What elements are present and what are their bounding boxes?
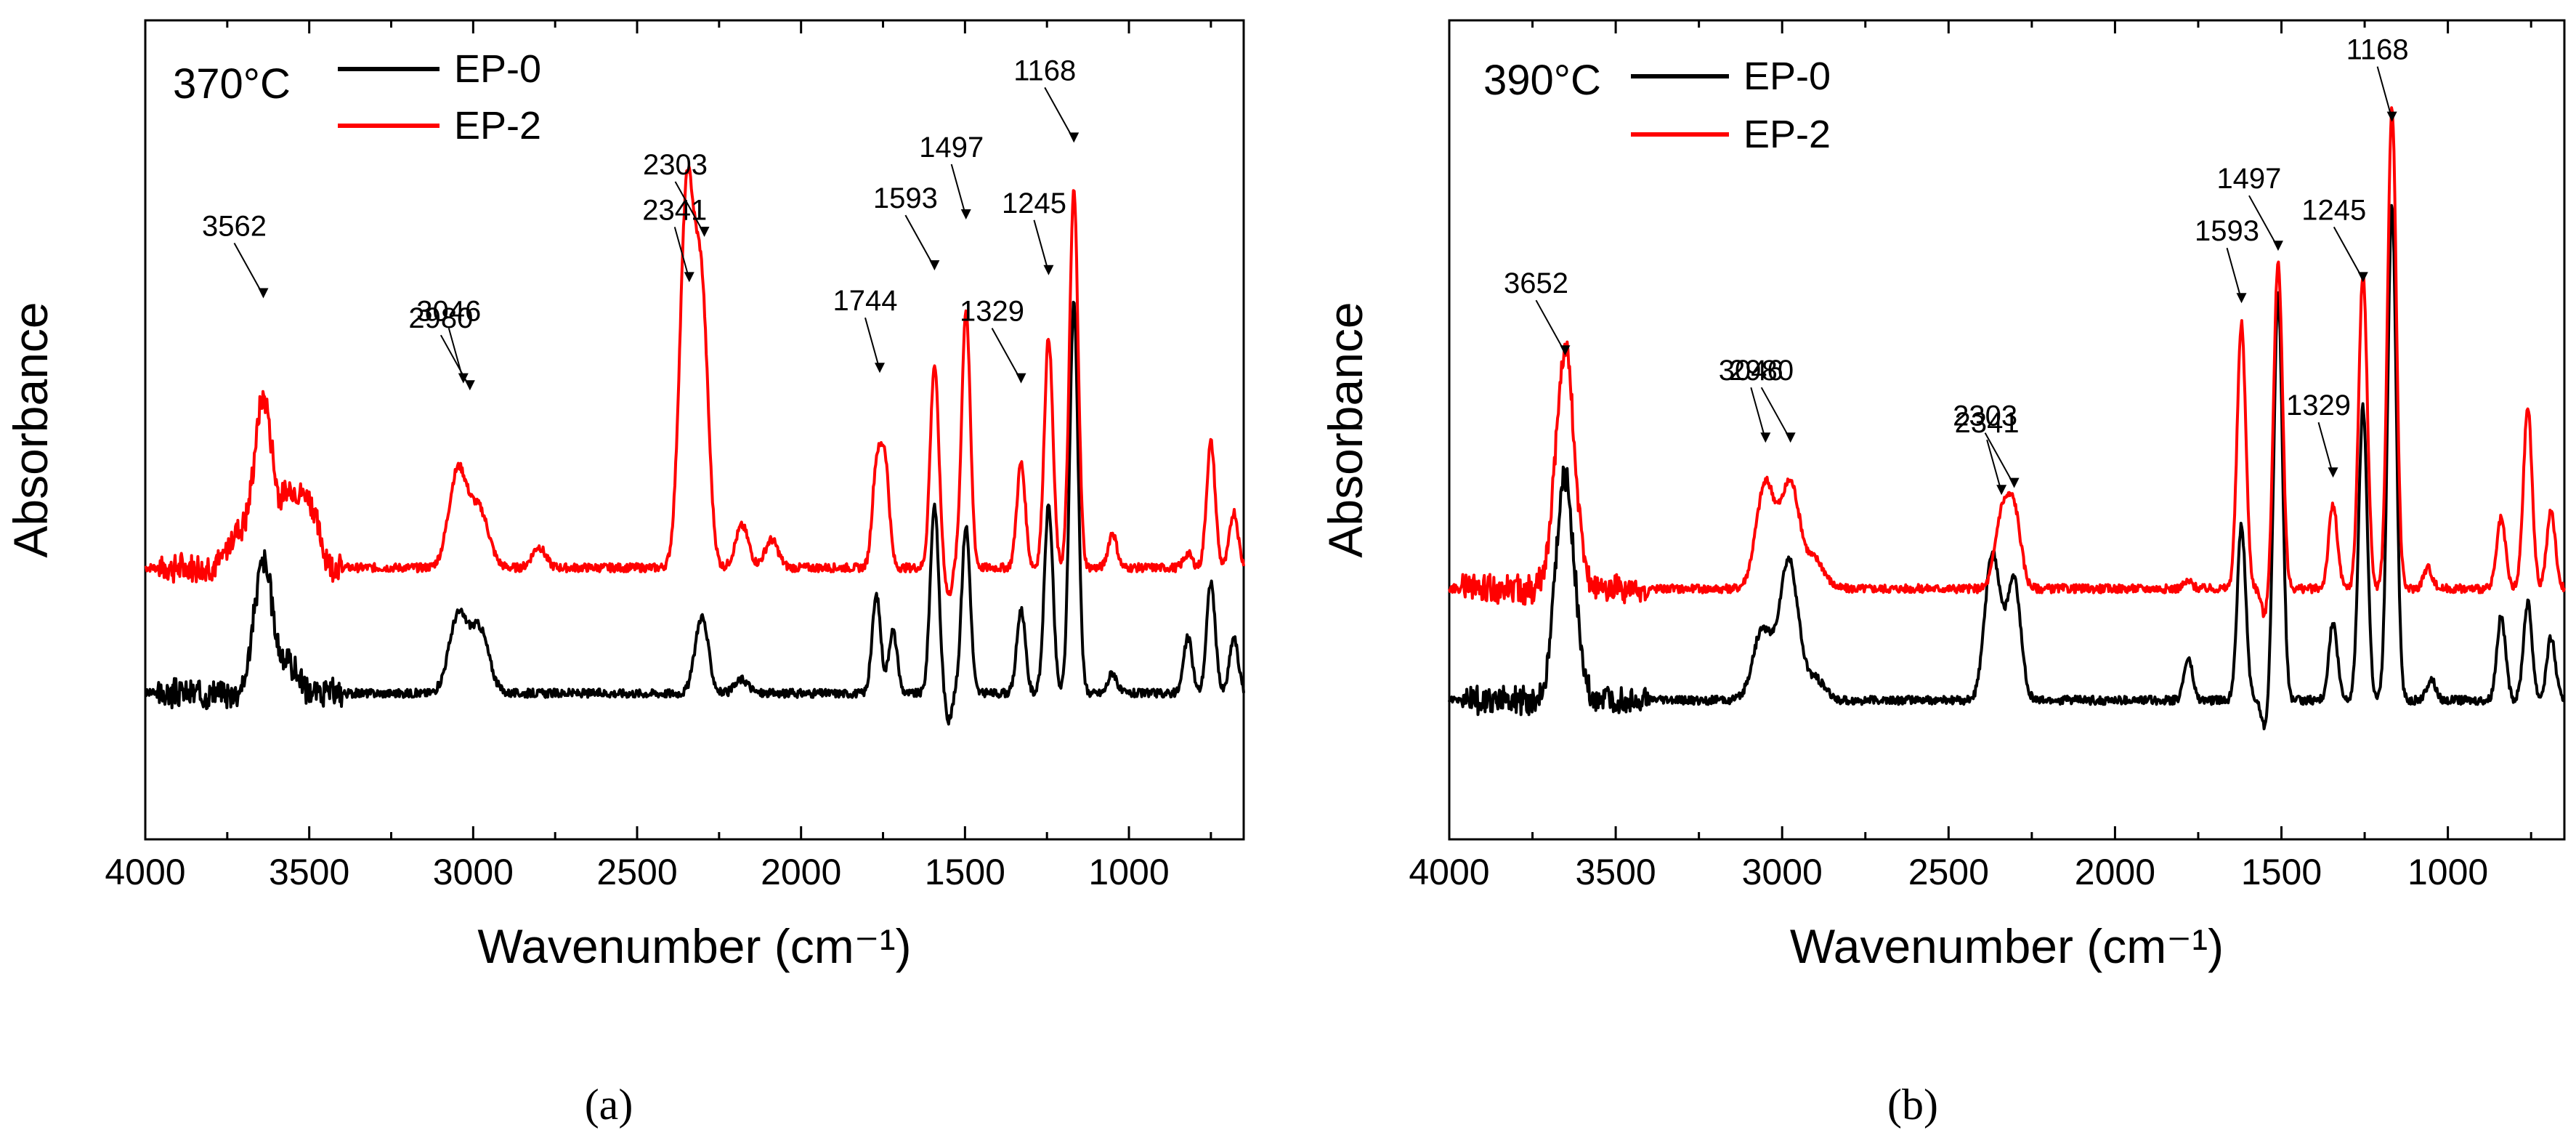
peak-arrowhead <box>1785 432 1796 443</box>
x-tick-label: 4000 <box>105 852 185 892</box>
chart-panel-a: 4000 3500 3000 2500 2000 1500 1000 Wavenumber (… <box>4 19 1245 973</box>
panel-temperature-label: 370°C <box>173 60 291 108</box>
x-tick-label: 2500 <box>1908 852 1989 892</box>
caption-a: (a) <box>585 1081 633 1129</box>
x-tick-label: 3500 <box>269 852 349 892</box>
peak-arrowhead <box>1043 265 1054 275</box>
y-axis-label: Absorbance <box>4 302 57 557</box>
peak-label: 2303 <box>643 149 708 181</box>
series-line-ep-0 <box>1448 203 2565 730</box>
x-tick-label: 1000 <box>1088 852 1169 892</box>
peak-label: 2980 <box>1729 355 1794 387</box>
peak-label: 1329 <box>960 296 1024 328</box>
peak-arrowhead <box>464 380 475 391</box>
x-tick-label: 2000 <box>761 852 841 892</box>
legend-label-ep-2: EP-2 <box>454 104 541 148</box>
peak-arrowhead <box>1760 432 1771 443</box>
peak-label: 1245 <box>2301 194 2366 226</box>
x-tick-label: 3000 <box>433 852 514 892</box>
peak-arrowhead <box>960 209 971 219</box>
peak-label: 2980 <box>408 302 473 334</box>
peak-arrowhead <box>2009 477 2020 488</box>
peak-arrow <box>673 227 690 280</box>
peak-arrow <box>1986 439 2003 493</box>
x-axis-label: Wavenumber (cm⁻¹) <box>477 919 911 973</box>
peak-arrowhead <box>458 373 469 384</box>
peak-label: 2303 <box>1953 400 2017 432</box>
peak-label: 1497 <box>2216 163 2281 195</box>
peak-arrow <box>1535 299 1566 353</box>
peak-label: 1329 <box>2286 390 2351 421</box>
peak-label: 1593 <box>873 182 938 214</box>
series-line-ep-2 <box>1448 106 2566 618</box>
peak-arrowhead <box>258 288 269 299</box>
x-tick-label: 3000 <box>1742 852 1823 892</box>
x-tick-label: 1500 <box>2241 852 2322 892</box>
series-line-ep-2 <box>144 165 1245 597</box>
peak-label: 3652 <box>1504 267 1568 299</box>
series-line-ep-0 <box>144 300 1245 726</box>
peak-arrow <box>674 181 705 235</box>
peak-label: 3046 <box>416 296 481 328</box>
x-tick-label: 4000 <box>1409 852 1489 892</box>
peak-arrow <box>1750 387 1767 440</box>
peak-arrowhead <box>684 272 694 283</box>
peak-arrowhead <box>875 363 886 374</box>
peak-arrowhead <box>1069 132 1080 143</box>
chart-panel-b: 4000 3500 3000 2500 2000 1500 1000 Wavenumber (… <box>1319 19 2566 973</box>
peak-label: 1593 <box>2195 215 2259 247</box>
peak-arrowhead <box>2236 293 2247 304</box>
peak-arrowhead <box>1996 485 2007 496</box>
x-tick-label: 2000 <box>2075 852 2155 892</box>
x-tick-label: 1000 <box>2407 852 2488 892</box>
caption-b: (b) <box>1887 1081 1938 1129</box>
y-axis-label: Absorbance <box>1319 302 1372 557</box>
peak-arrow <box>2376 66 2393 119</box>
peak-arrow <box>864 317 880 371</box>
peak-label: 3562 <box>202 210 267 242</box>
peak-label: 1168 <box>2346 34 2409 66</box>
legend-label-ep-2: EP-2 <box>1743 113 1831 156</box>
peak-arrow <box>1760 387 1791 440</box>
legend-label-ep-0: EP-0 <box>454 47 541 91</box>
peak-arrowhead <box>1560 345 1571 356</box>
peak-arrow <box>950 164 967 217</box>
peak-label: 2341 <box>1955 407 2020 439</box>
peak-arrowhead <box>2357 272 2368 283</box>
x-tick-label: 3500 <box>1575 852 1656 892</box>
peak-arrowhead <box>2328 467 2338 478</box>
peak-arrowhead <box>2272 241 2283 251</box>
peak-label: 1168 <box>1013 55 1076 86</box>
peak-arrow <box>1044 86 1075 140</box>
plot-frame <box>1448 19 2566 841</box>
peak-arrowhead <box>1016 373 1026 384</box>
x-tick-label: 1500 <box>925 852 1005 892</box>
peak-arrow <box>2333 226 2364 280</box>
legend-label-ep-0: EP-0 <box>1743 55 1831 98</box>
panel-temperature-label: 390°C <box>1483 57 1601 104</box>
peak-arrowhead <box>929 260 940 271</box>
x-tick-label: 2500 <box>596 852 677 892</box>
peak-arrow <box>1984 432 2015 486</box>
peak-label: 1744 <box>833 285 898 317</box>
peak-arrow <box>904 214 936 268</box>
x-axis-label: Wavenumber (cm⁻¹) <box>1790 919 2224 973</box>
peak-label: 1497 <box>919 132 984 164</box>
plot-frame <box>144 19 1245 841</box>
peak-arrow <box>2226 247 2243 301</box>
peak-label: 3046 <box>1719 355 1783 387</box>
peak-arrow <box>2248 195 2279 249</box>
peak-arrowhead <box>699 227 710 237</box>
peak-arrow <box>440 334 471 388</box>
peak-arrow <box>1033 219 1050 273</box>
peak-arrow <box>991 328 1022 382</box>
peak-arrow <box>2317 421 2334 475</box>
peak-arrow <box>233 242 264 296</box>
peak-label: 1245 <box>1002 187 1066 219</box>
peak-arrowhead <box>2386 111 2397 122</box>
